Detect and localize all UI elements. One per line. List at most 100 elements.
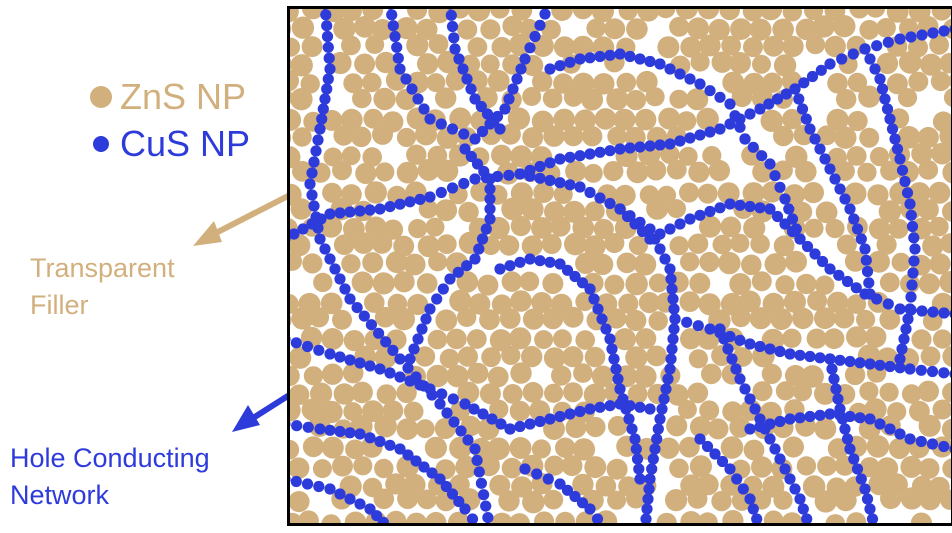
cus-particle bbox=[894, 33, 906, 45]
cus-particle bbox=[323, 52, 335, 64]
cus-particle bbox=[394, 353, 406, 365]
cus-particle bbox=[716, 455, 729, 468]
cus-particle bbox=[604, 400, 616, 412]
cus-particle bbox=[774, 453, 786, 465]
cus-particle bbox=[634, 141, 646, 153]
zns-particle bbox=[886, 9, 909, 23]
zns-particle bbox=[481, 347, 501, 368]
zns-particle bbox=[332, 160, 352, 181]
cus-particle bbox=[319, 243, 331, 255]
cus-particle bbox=[644, 233, 656, 245]
cus-particle bbox=[737, 483, 749, 495]
cus-particle bbox=[666, 283, 678, 295]
cus-particle bbox=[544, 413, 556, 425]
cus-particle bbox=[774, 345, 786, 358]
cus-particle bbox=[444, 273, 456, 285]
cus-particle bbox=[631, 453, 644, 465]
zns-particle bbox=[352, 88, 372, 109]
cus-particle bbox=[664, 363, 676, 375]
cus-particle bbox=[358, 310, 370, 322]
cus-particle bbox=[514, 420, 526, 433]
cus-particle bbox=[561, 264, 574, 276]
zns-particle bbox=[373, 87, 396, 111]
zns-particle bbox=[415, 123, 437, 146]
zns-particle bbox=[522, 381, 544, 403]
cus-particle bbox=[414, 193, 426, 205]
cus-particle bbox=[642, 493, 654, 505]
cus-particle bbox=[744, 423, 756, 435]
cus-particle bbox=[763, 98, 775, 110]
zns-particle bbox=[918, 160, 939, 180]
cus-particle bbox=[364, 360, 376, 372]
cus-particle bbox=[798, 77, 810, 89]
cus-particle bbox=[756, 150, 768, 162]
cus-particle bbox=[771, 93, 784, 105]
zns-particle bbox=[511, 476, 533, 498]
zns-particle bbox=[416, 18, 438, 41]
cus-particle bbox=[844, 203, 856, 215]
cus-particle bbox=[471, 158, 484, 170]
cus-particle bbox=[334, 273, 346, 285]
zns-particle bbox=[817, 456, 837, 476]
zns-particle bbox=[657, 36, 680, 59]
zns-particle bbox=[457, 346, 478, 367]
zns-particle bbox=[772, 18, 794, 41]
cus-particle bbox=[394, 63, 406, 75]
cus-particle bbox=[634, 53, 646, 65]
zns-particle bbox=[688, 349, 708, 369]
zns-particle bbox=[922, 235, 944, 257]
cus-particle bbox=[469, 443, 481, 455]
zns-particle bbox=[687, 233, 709, 254]
cus-particle bbox=[634, 401, 646, 413]
zns-particle bbox=[911, 143, 933, 165]
zns-particle bbox=[669, 89, 689, 109]
cus-particle bbox=[297, 223, 309, 235]
zns-particle bbox=[917, 380, 939, 402]
cus-particle bbox=[916, 29, 928, 41]
cus-particle bbox=[404, 353, 416, 365]
zns-particle bbox=[509, 513, 530, 523]
cus-particle bbox=[424, 113, 436, 125]
cus-particle bbox=[724, 198, 736, 210]
zns-particle bbox=[678, 436, 700, 458]
cus-particle bbox=[452, 266, 464, 278]
cus-particle bbox=[426, 467, 438, 479]
zns-particle bbox=[749, 307, 772, 330]
cus-particle bbox=[901, 187, 914, 199]
cus-particle bbox=[384, 367, 396, 379]
cus-particle bbox=[519, 53, 531, 65]
zns-particle bbox=[687, 382, 709, 404]
cus-particle bbox=[949, 25, 951, 33]
zns-particle bbox=[487, 437, 510, 461]
cus-particle bbox=[445, 9, 457, 21]
cus-particle bbox=[864, 413, 876, 425]
cus-particle bbox=[836, 53, 848, 65]
cus-particle bbox=[769, 170, 781, 182]
cus-particle bbox=[796, 103, 809, 115]
cus-particle bbox=[704, 126, 716, 138]
cus-particle bbox=[674, 68, 686, 80]
zns-particle bbox=[332, 309, 352, 330]
cus-particle bbox=[310, 211, 322, 223]
zns-particle bbox=[292, 127, 312, 147]
cus-particle bbox=[322, 73, 334, 85]
cus-particle bbox=[469, 133, 481, 145]
cus-particle bbox=[834, 183, 846, 195]
cus-particle bbox=[324, 424, 336, 436]
cus-particle bbox=[524, 164, 536, 176]
cus-particle bbox=[310, 145, 322, 157]
cus-particle bbox=[747, 141, 759, 153]
cus-particle bbox=[646, 463, 658, 475]
zns-particle bbox=[501, 197, 524, 221]
cus-particle bbox=[734, 373, 746, 385]
cus-particle bbox=[542, 473, 554, 485]
zns-particle bbox=[374, 414, 397, 438]
cus-particle bbox=[334, 425, 346, 438]
zns-particle bbox=[876, 18, 896, 38]
zns-particle bbox=[859, 127, 880, 148]
cus-particle bbox=[624, 142, 636, 154]
zns-particle bbox=[509, 437, 532, 459]
zns-particle bbox=[372, 272, 395, 295]
zns-particle bbox=[763, 35, 785, 57]
zns-particle bbox=[625, 309, 647, 332]
